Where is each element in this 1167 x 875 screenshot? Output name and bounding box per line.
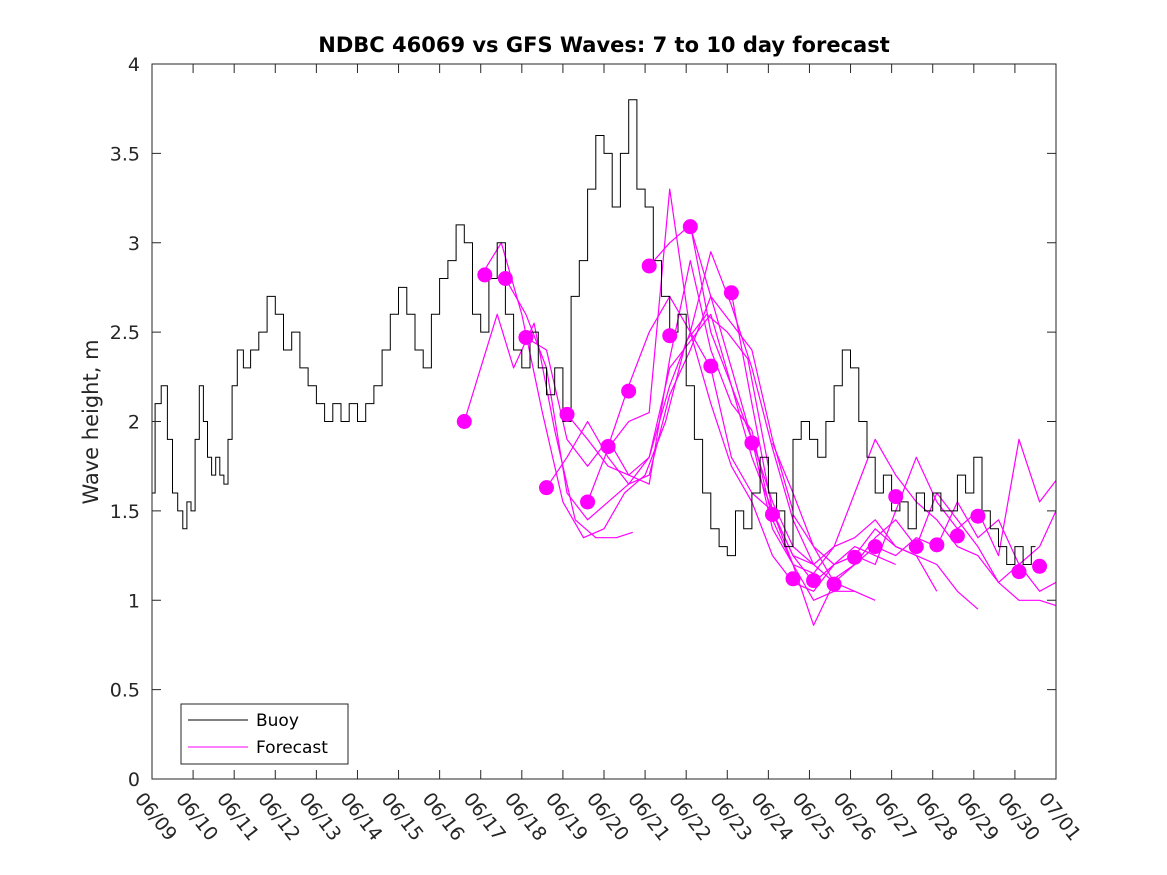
forecast-point [559, 406, 575, 422]
forecast-line [587, 188, 876, 626]
forecast-point [826, 576, 842, 592]
forecast-point [888, 489, 904, 505]
y-tick-label: 3 [128, 233, 140, 255]
series-layer [152, 99, 1057, 626]
y-tick-label: 3.5 [110, 143, 140, 165]
forecast-point [538, 480, 554, 496]
forecast-point [662, 328, 678, 344]
forecast-point [477, 267, 493, 283]
forecast-point [1032, 558, 1048, 574]
forecast-point [600, 439, 616, 455]
forecast-point [867, 539, 883, 555]
forecast-point [847, 549, 863, 565]
forecast-point [703, 358, 719, 374]
forecast-line [463, 313, 633, 539]
forecast-line [546, 313, 835, 583]
forecast-point [908, 539, 924, 555]
forecast-point [764, 506, 780, 522]
forecast-line [771, 438, 1057, 566]
forecast-point [949, 528, 965, 544]
legend: Buoy Forecast [180, 703, 349, 765]
plot-area [152, 64, 1056, 779]
forecast-point [723, 285, 739, 301]
forecast-point [785, 571, 801, 587]
forecast-point [641, 258, 657, 274]
forecast-point [621, 383, 637, 399]
forecast-point [1011, 564, 1027, 580]
chart-title: NDBC 46069 vs GFS Waves: 7 to 10 day for… [318, 33, 889, 57]
forecast-point [744, 435, 760, 451]
forecast-point [929, 537, 945, 553]
forecast-line [525, 251, 815, 565]
forecast-point [518, 329, 534, 345]
y-tick-label: 4 [128, 54, 140, 76]
forecast-line [730, 292, 1057, 583]
forecast-point [682, 219, 698, 235]
y-tick-label: 2 [128, 412, 140, 434]
forecast-line [484, 242, 769, 539]
forecast-line [504, 278, 794, 521]
legend-label-buoy: Buoy [256, 711, 299, 731]
y-tick-label: 1 [128, 590, 140, 612]
legend-label-forecast: Forecast [256, 738, 328, 758]
y-tick-label: 0.5 [110, 680, 140, 702]
forecast-point [497, 271, 513, 286]
forecast-point [580, 494, 596, 510]
y-tick-label: 2.5 [110, 322, 140, 344]
y-tick-label: 1.5 [110, 501, 140, 523]
forecast-point [456, 414, 472, 429]
forecast-point [970, 508, 986, 524]
legend-box [180, 703, 349, 765]
forecast-point [806, 573, 822, 589]
buoy-line [152, 99, 1036, 565]
y-tick-label: 0 [128, 769, 140, 791]
y-axis-label: Wave height, m [79, 339, 103, 504]
